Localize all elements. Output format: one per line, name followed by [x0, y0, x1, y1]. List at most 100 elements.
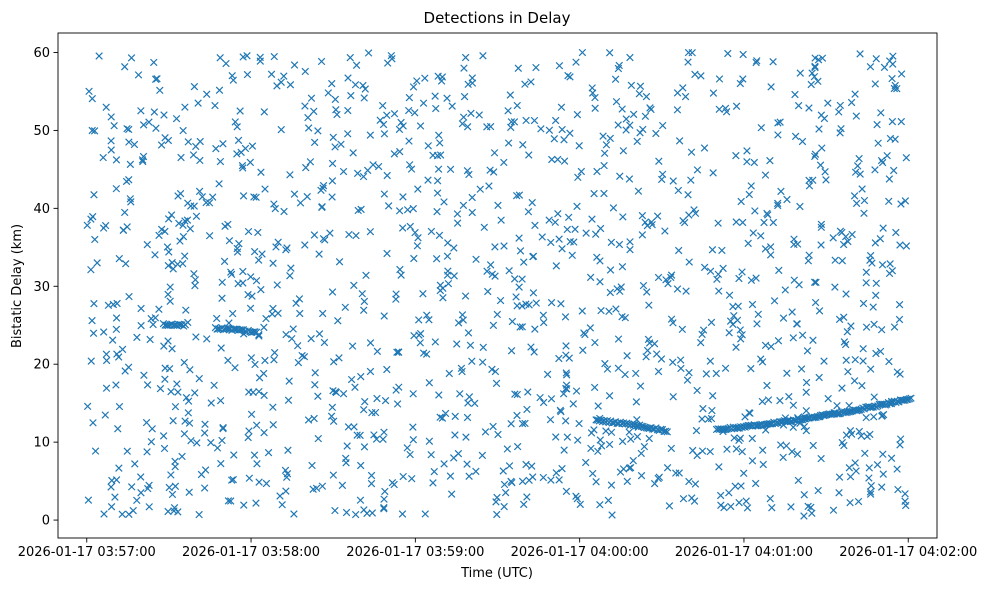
noise-detection	[219, 423, 227, 432]
noise-detection	[361, 85, 369, 93]
noise-detection	[397, 271, 405, 279]
noise-detection	[179, 126, 187, 135]
noise-detection	[450, 272, 458, 280]
noise-detection	[593, 167, 601, 176]
noise-detection	[513, 101, 521, 110]
noise-detection	[87, 357, 95, 365]
noise-detection	[450, 244, 458, 252]
noise-detection	[654, 273, 663, 282]
noise-detection	[587, 444, 595, 453]
noise-detection	[761, 171, 770, 179]
noise-detection	[333, 110, 341, 119]
noise-detection	[645, 301, 653, 309]
noise-detection	[558, 125, 566, 134]
noise-detection	[301, 241, 309, 249]
noise-detection	[399, 193, 407, 201]
noise-detection	[245, 427, 253, 435]
noise-detection	[458, 367, 466, 376]
noise-detection	[699, 404, 707, 413]
noise-detection	[178, 259, 187, 268]
noise-detection	[574, 173, 582, 182]
noise-detection	[807, 503, 815, 512]
noise-detection	[835, 473, 844, 481]
noise-detection	[643, 346, 652, 355]
noise-detection	[766, 156, 774, 165]
noise-detection	[157, 225, 166, 234]
noise-detection	[195, 510, 203, 519]
noise-detection	[459, 113, 468, 121]
noise-detection	[489, 168, 498, 176]
noise-detection	[521, 80, 529, 88]
noise-detection	[774, 337, 783, 345]
noise-detection	[505, 266, 513, 275]
noise-detection	[759, 460, 767, 469]
noise-detection	[243, 52, 251, 60]
noise-detection	[769, 58, 777, 66]
noise-detection	[702, 370, 711, 378]
noise-detection	[453, 219, 462, 227]
noise-detection	[461, 53, 470, 62]
noise-detection	[476, 185, 484, 193]
noise-detection	[829, 506, 838, 514]
noise-detection	[547, 476, 555, 484]
noise-detection	[464, 80, 472, 89]
noise-detection	[463, 123, 472, 131]
noise-detection	[306, 158, 315, 166]
noise-detection	[228, 309, 237, 318]
noise-detection	[153, 75, 161, 83]
noise-detection	[638, 231, 647, 239]
noise-detection	[388, 478, 397, 487]
noise-detection	[877, 156, 886, 165]
noise-detection	[302, 163, 310, 172]
x-tick-label: 2026-01-17 04:00:00	[511, 545, 649, 560]
noise-detection	[802, 388, 810, 397]
y-tick-label: 50	[33, 124, 50, 139]
noise-detection	[396, 147, 404, 156]
noise-detection	[562, 487, 571, 496]
noise-detection	[643, 288, 651, 296]
noise-detection	[643, 221, 652, 230]
noise-detection	[543, 370, 552, 379]
noise-detection	[486, 261, 495, 269]
noise-detection	[787, 503, 795, 511]
noise-detection	[715, 75, 724, 83]
noise-detection	[788, 308, 796, 316]
noise-detection	[596, 224, 605, 233]
noise-detection	[732, 343, 740, 352]
noise-detection	[687, 176, 695, 184]
noise-detection	[359, 81, 367, 90]
noise-detection	[897, 70, 906, 78]
noise-detection	[550, 135, 559, 143]
noise-detection	[580, 329, 588, 337]
noise-detection	[736, 326, 745, 334]
noise-detection	[824, 394, 832, 403]
noise-detection	[380, 505, 388, 513]
noise-detection	[233, 123, 241, 131]
noise-detection	[553, 155, 562, 164]
noise-detection	[655, 157, 663, 165]
noise-detection	[358, 289, 366, 298]
noise-detection	[280, 72, 288, 80]
noise-detection	[409, 436, 418, 444]
noise-detection	[810, 72, 819, 81]
noise-detection	[393, 348, 401, 356]
noise-detection	[123, 124, 131, 133]
noise-detection	[363, 166, 372, 175]
noise-detection	[736, 79, 745, 88]
noise-detection	[539, 398, 548, 407]
noise-detection	[414, 234, 422, 242]
noise-detection	[405, 161, 414, 169]
noise-detection	[800, 422, 809, 431]
noise-detection	[621, 313, 630, 322]
noise-detection	[859, 344, 867, 353]
noise-detection	[747, 364, 755, 373]
noise-detection	[388, 55, 396, 63]
noise-detection	[456, 390, 464, 398]
noise-detection	[458, 119, 467, 128]
noise-detection	[773, 199, 782, 208]
noise-detection	[392, 386, 400, 394]
noise-detection	[850, 377, 859, 385]
noise-detection	[176, 189, 185, 198]
noise-detection	[136, 473, 145, 481]
noise-detection	[217, 344, 225, 352]
